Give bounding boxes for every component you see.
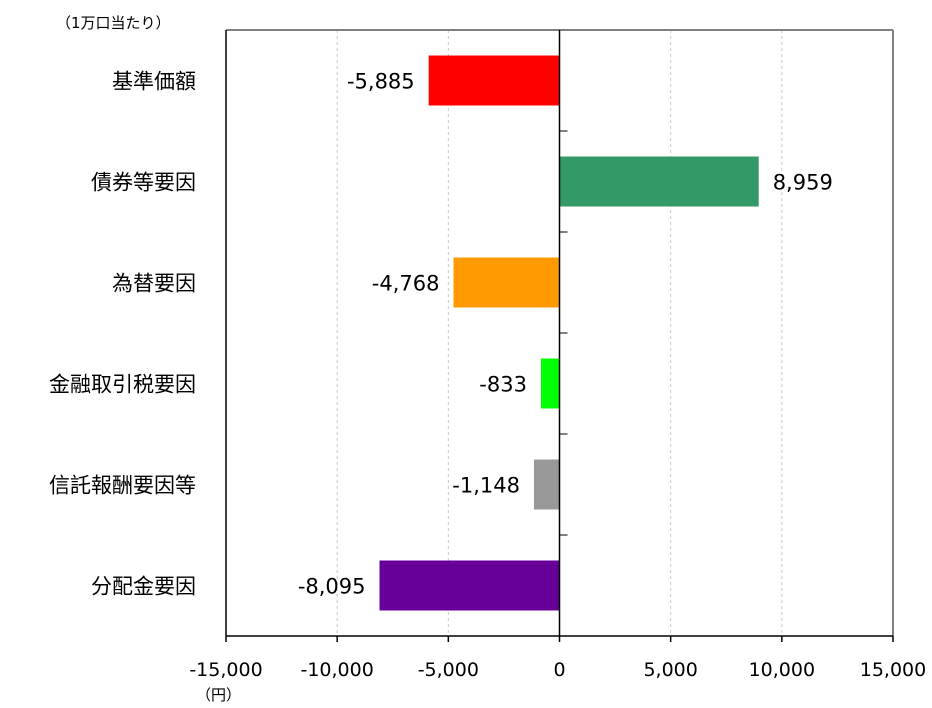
bar: [559, 156, 759, 207]
x-tick-label: 10,000: [749, 659, 815, 681]
x-tick-label: 0: [553, 659, 565, 681]
category-label: 為替要因: [112, 272, 196, 296]
category-label: 債券等要因: [91, 171, 196, 195]
data-label: -833: [479, 373, 527, 397]
bar: [453, 257, 560, 308]
category-label: 信託報酬要因等: [49, 474, 196, 498]
data-label: -8,095: [298, 575, 366, 599]
bar: [540, 358, 560, 409]
x-tick-label: -5,000: [418, 659, 479, 681]
unit-label-bottom: （円）: [196, 686, 242, 704]
bar: [428, 55, 560, 106]
bar: [533, 459, 560, 510]
x-tick-label: -10,000: [300, 659, 373, 681]
x-tick-label: 15,000: [860, 659, 926, 681]
data-label: 8,959: [773, 171, 833, 195]
category-label: 分配金要因: [91, 575, 196, 599]
x-tick-label: 5,000: [643, 659, 697, 681]
category-label: 金融取引税要因: [49, 373, 196, 397]
data-label: -1,148: [452, 474, 520, 498]
data-label: -5,885: [347, 70, 415, 94]
data-label: -4,768: [372, 272, 440, 296]
unit-label-top: （1万口当たり）: [56, 14, 171, 32]
category-label: 基準価額: [112, 70, 196, 94]
x-tick-label: -15,000: [189, 659, 262, 681]
bar: [379, 560, 560, 611]
